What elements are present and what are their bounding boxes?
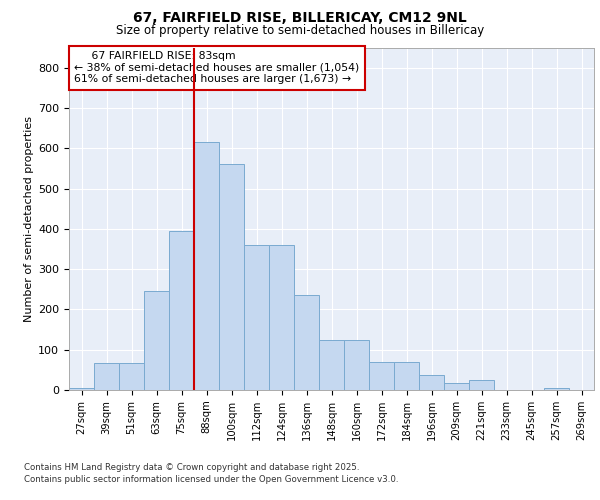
Y-axis label: Number of semi-detached properties: Number of semi-detached properties <box>24 116 34 322</box>
Bar <box>544 388 569 390</box>
Bar <box>219 164 244 390</box>
Bar <box>294 296 319 390</box>
Bar <box>119 362 144 390</box>
Bar <box>194 142 219 390</box>
Bar <box>319 340 344 390</box>
Bar <box>444 382 469 390</box>
Text: 67 FAIRFIELD RISE: 83sqm
← 38% of semi-detached houses are smaller (1,054)
61% o: 67 FAIRFIELD RISE: 83sqm ← 38% of semi-d… <box>74 51 359 84</box>
Bar <box>344 340 369 390</box>
Bar <box>144 292 169 390</box>
Bar <box>394 362 419 390</box>
Text: Size of property relative to semi-detached houses in Billericay: Size of property relative to semi-detach… <box>116 24 484 37</box>
Bar <box>69 388 94 390</box>
Text: Contains HM Land Registry data © Crown copyright and database right 2025.: Contains HM Land Registry data © Crown c… <box>24 464 359 472</box>
Text: 67, FAIRFIELD RISE, BILLERICAY, CM12 9NL: 67, FAIRFIELD RISE, BILLERICAY, CM12 9NL <box>133 11 467 25</box>
Bar <box>469 380 494 390</box>
Bar <box>244 245 269 390</box>
Bar <box>94 362 119 390</box>
Bar <box>169 231 194 390</box>
Bar <box>419 374 444 390</box>
Bar <box>369 362 394 390</box>
Bar <box>269 245 294 390</box>
Text: Contains public sector information licensed under the Open Government Licence v3: Contains public sector information licen… <box>24 475 398 484</box>
